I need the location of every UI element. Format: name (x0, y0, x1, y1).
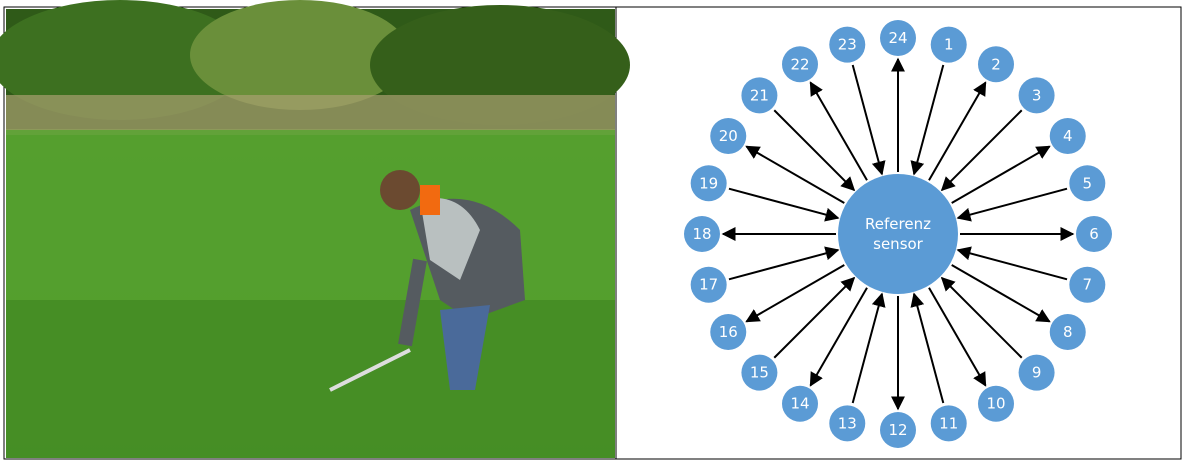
sensor-node (741, 77, 778, 114)
sensor-node (1049, 118, 1086, 154)
node-label: 11 (939, 414, 958, 432)
node-label: 7 (1083, 276, 1093, 294)
sensor-node (930, 405, 967, 442)
diagram: Referenzsensor12345678910111213141516171… (684, 20, 1112, 448)
arrow (809, 287, 868, 387)
arrow (728, 187, 840, 222)
node-label: 6 (1089, 225, 1099, 243)
arrow (851, 64, 886, 176)
node-label: 9 (1032, 364, 1042, 382)
node-label: 16 (719, 323, 738, 341)
sensor-node (829, 405, 866, 442)
sensor-node (1069, 165, 1106, 202)
photo (0, 0, 630, 458)
sensor-node (1076, 216, 1112, 252)
arrow (951, 145, 1051, 204)
sensor-node (978, 385, 1014, 422)
sensor-node (1018, 77, 1055, 114)
reference-sensor (838, 174, 958, 294)
arrow (928, 81, 987, 181)
node-label: 17 (699, 276, 718, 294)
node-label: 8 (1063, 323, 1073, 341)
node-label: 18 (692, 225, 711, 243)
node-label: 12 (888, 421, 907, 439)
sensor-node (880, 412, 916, 448)
arrow (910, 64, 945, 176)
arrow (956, 246, 1068, 281)
node-label: 23 (838, 36, 857, 54)
sensor-node (741, 354, 778, 391)
node-label: 3 (1032, 86, 1042, 104)
sensor-node (829, 26, 866, 63)
sensor-node (782, 385, 818, 422)
sensor-node (978, 46, 1014, 83)
sensor-node (710, 314, 747, 350)
sensor-node (710, 118, 747, 154)
arrow (773, 276, 856, 359)
arrow (728, 246, 840, 281)
arrow (745, 145, 845, 204)
arrow (956, 187, 1068, 222)
sensor-node (690, 266, 727, 303)
sensor-node (1049, 314, 1086, 350)
arrow (951, 264, 1051, 323)
center-label: Referenz (865, 215, 931, 233)
node-label: 20 (719, 127, 738, 145)
node-label: 10 (986, 395, 1005, 413)
sensor-node (930, 26, 967, 63)
arrow (773, 109, 856, 192)
sensor-node (1069, 266, 1106, 303)
node-label: 19 (699, 174, 718, 192)
arrow (809, 81, 868, 181)
node-label: 2 (991, 55, 1001, 73)
arrow (745, 264, 845, 323)
frame (3, 6, 1182, 460)
node-label: 14 (790, 395, 809, 413)
node-label: 1 (944, 36, 954, 54)
arrow (940, 109, 1023, 192)
arrow (851, 292, 886, 404)
arrow (928, 287, 987, 387)
node-label: 24 (888, 29, 907, 47)
sensor-node (1018, 354, 1055, 391)
node-label: 13 (838, 414, 857, 432)
node-label: 5 (1083, 174, 1093, 192)
sensor-node (782, 46, 818, 83)
center-label: sensor (873, 235, 924, 253)
node-label: 15 (750, 364, 769, 382)
sensor-node (690, 165, 727, 202)
node-label: 21 (750, 86, 769, 104)
node-label: 22 (790, 55, 809, 73)
arrow (910, 292, 945, 404)
sensor-node (684, 216, 720, 252)
node-label: 4 (1063, 127, 1073, 145)
sensor-node (880, 20, 916, 56)
arrow (940, 276, 1023, 359)
